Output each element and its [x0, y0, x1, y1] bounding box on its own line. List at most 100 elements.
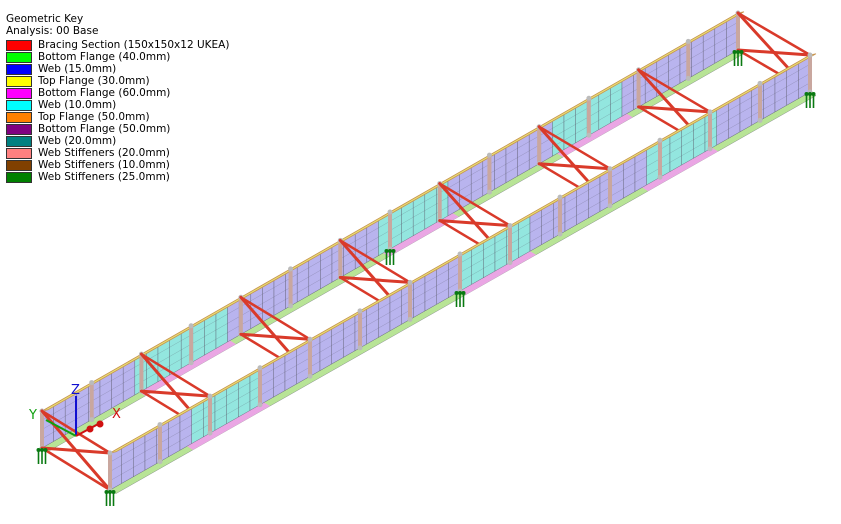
web-mesh-line — [273, 299, 286, 307]
web-mesh-line — [691, 51, 704, 59]
web-mesh-line — [169, 340, 182, 348]
web-mesh-line — [123, 367, 135, 374]
web-mesh-line — [623, 182, 636, 189]
web-mesh-line — [133, 451, 146, 459]
bracing-member — [438, 219, 512, 228]
web-mesh-line — [343, 332, 356, 339]
bracing-member — [139, 389, 212, 398]
node — [357, 345, 363, 351]
web-mesh-line — [413, 301, 426, 309]
web-mesh-line — [192, 327, 205, 335]
web-mesh-line — [144, 454, 157, 461]
key-item: Bracing Section (150x150x12 UKEA) — [6, 39, 229, 51]
node — [307, 336, 313, 342]
web-mesh-line — [529, 225, 542, 233]
web-mesh-line — [494, 154, 507, 162]
web-mesh-line — [191, 409, 204, 416]
web-mesh-line — [227, 307, 240, 315]
web-mesh-line — [424, 203, 437, 211]
web-mesh-line — [226, 389, 239, 397]
web-mesh-line — [53, 425, 66, 433]
web-mesh-line — [541, 228, 554, 236]
web-mesh-line — [76, 402, 89, 410]
web-mesh-line — [598, 104, 611, 112]
node — [107, 450, 113, 456]
web-mesh-line — [401, 226, 414, 234]
key-list: Bracing Section (150x150x12 UKEA) Bottom… — [6, 39, 229, 183]
web-mesh-line — [273, 381, 286, 388]
bottom-flange-thick — [460, 251, 536, 295]
web-mesh-line — [668, 73, 681, 81]
bracing-member — [239, 296, 312, 341]
web-mesh-line — [763, 93, 776, 101]
web-mesh-line — [320, 272, 333, 280]
web-mesh-line — [261, 378, 274, 386]
web-mesh-line — [716, 110, 729, 118]
web-mesh-line — [668, 55, 681, 63]
web-mesh-line — [728, 122, 741, 130]
web-mesh-line — [284, 365, 297, 373]
node — [486, 189, 492, 195]
web-mesh-line — [529, 235, 542, 243]
web-mesh-line — [366, 246, 379, 254]
web-mesh-line — [401, 207, 414, 215]
node — [457, 251, 463, 257]
web-mesh-line — [215, 323, 228, 331]
key-swatch — [6, 111, 32, 123]
support-node — [804, 92, 809, 96]
web-mesh-line — [65, 409, 77, 417]
bracing-member — [736, 48, 812, 57]
key-swatch — [6, 63, 32, 75]
web-mesh-line — [621, 100, 634, 108]
web-mesh-line — [296, 358, 309, 366]
node — [807, 52, 813, 58]
web-mesh-line — [389, 314, 402, 322]
web-mesh-line — [261, 387, 274, 395]
web-mesh-line — [296, 349, 309, 357]
node — [257, 402, 263, 408]
web-mesh-line — [111, 392, 124, 400]
web-mesh-line — [656, 61, 669, 69]
key-swatch — [6, 51, 32, 63]
node — [586, 95, 592, 101]
key-swatch — [6, 87, 32, 99]
node — [257, 365, 263, 371]
node — [557, 231, 563, 237]
web-mesh-line — [621, 91, 634, 98]
web-mesh-line — [563, 124, 576, 132]
web-mesh-line — [366, 227, 379, 235]
key-label: Bracing Section (150x150x12 UKEA) — [38, 39, 230, 51]
web-mesh-line — [215, 314, 228, 321]
web-mesh-line — [144, 444, 157, 452]
web-mesh-line — [238, 391, 251, 399]
web-mesh-line — [610, 88, 623, 96]
web-mesh-line — [447, 199, 460, 207]
key-item: Bottom Flange (60.0mm) — [6, 87, 229, 99]
support-node — [388, 249, 392, 253]
key-label: Bottom Flange (60.0mm) — [38, 87, 171, 99]
web-mesh-line — [179, 434, 192, 442]
key-item: Top Flange (50.0mm) — [6, 111, 229, 123]
node — [757, 117, 763, 123]
web-mesh-line — [273, 371, 286, 379]
web-mesh-line — [238, 401, 251, 408]
bracing-member — [239, 332, 312, 341]
web-mesh-line — [413, 201, 425, 209]
bracing-member — [40, 446, 112, 455]
key-swatch — [6, 159, 32, 171]
web-mesh-line — [319, 345, 332, 353]
web-mesh-line — [111, 373, 124, 381]
web-mesh-line — [552, 121, 565, 129]
web-mesh-line — [76, 412, 89, 419]
web-mesh-line — [191, 418, 204, 426]
y-axis-line — [45, 419, 77, 437]
node — [407, 279, 413, 285]
node — [357, 308, 363, 314]
web-mesh-line — [494, 164, 507, 171]
web-mesh-line — [564, 215, 577, 223]
web-mesh-line — [541, 210, 554, 217]
web-mesh-line — [471, 168, 483, 175]
web-mesh-line — [424, 194, 437, 202]
support-node — [732, 50, 737, 54]
